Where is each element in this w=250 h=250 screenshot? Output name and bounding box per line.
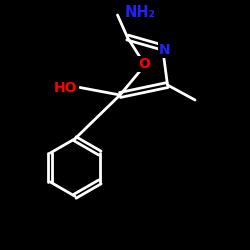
- Text: HO: HO: [54, 80, 78, 94]
- Text: N: N: [159, 43, 171, 57]
- Text: NH₂: NH₂: [125, 5, 156, 20]
- Text: O: O: [138, 57, 150, 71]
